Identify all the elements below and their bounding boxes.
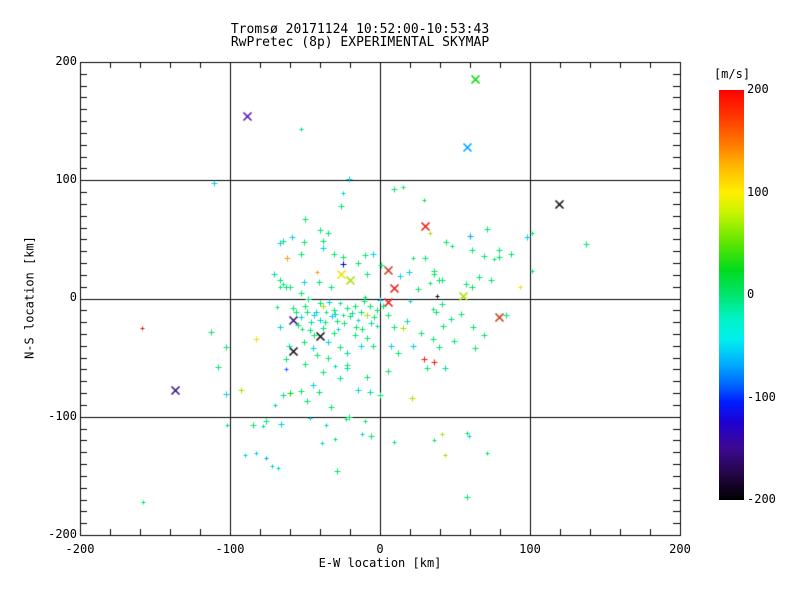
plot-subtitle: RwPretec (8p) EXPERIMENTAL SKYMAP [230,35,490,50]
colorbar-tick-label: -100 [747,390,776,404]
x-axis-label: E-W location [km] [318,556,442,570]
y-axis-tick-label: 100 [55,172,77,186]
colorbar-unit-label: [m/s] [713,67,751,81]
x-axis-tick-label: -200 [65,542,95,556]
y-axis-tick-label: -200 [48,527,77,541]
x-axis-tick-label: 100 [519,542,541,556]
plot-title: Tromsø 20171124 10:52:00-10:53:43 [230,22,490,37]
x-axis-tick-label: 200 [669,542,691,556]
colorbar-tick-label: 0 [747,287,755,301]
colorbar-tick-label: 100 [747,185,769,199]
x-axis-tick-label: -100 [215,542,245,556]
colorbar-tick-label: -200 [747,492,776,506]
y-axis-tick-label: 200 [55,54,77,68]
y-axis-tick-label: 0 [69,290,77,304]
x-axis-tick-label: 0 [376,542,384,556]
y-axis-tick-label: -100 [48,409,77,423]
colorbar-gradient [719,90,744,500]
colorbar-tick-label: 200 [747,82,769,96]
